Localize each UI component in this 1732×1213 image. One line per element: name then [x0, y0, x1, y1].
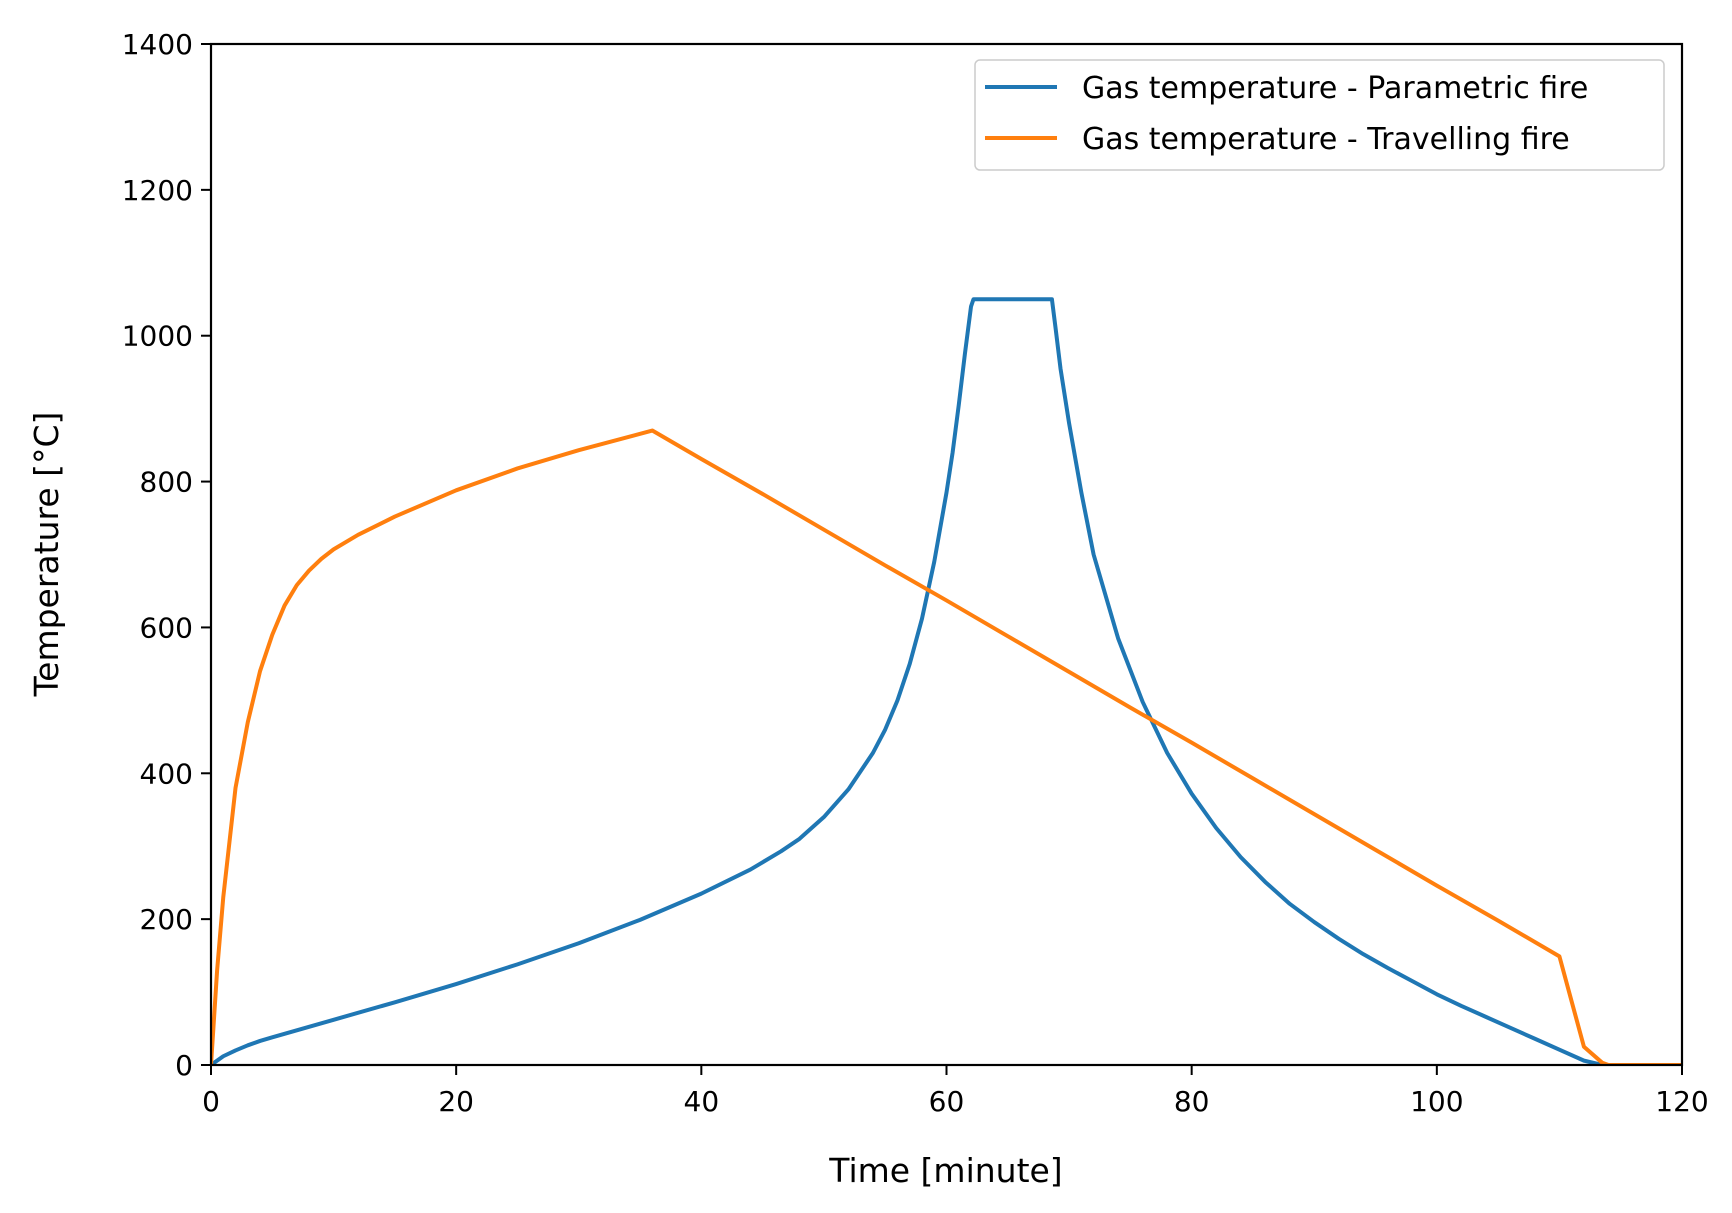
series-line-travelling	[211, 428, 1682, 1065]
legend-label-parametric: Gas temperature - Parametric fire	[1082, 71, 1588, 106]
y-tick-label: 400	[140, 757, 193, 790]
x-axis: 0 20 40 60 80 100 120	[202, 1065, 1709, 1118]
x-tick-label: 20	[438, 1085, 474, 1118]
x-tick-label: 80	[1174, 1085, 1210, 1118]
y-tick-label: 1000	[122, 320, 193, 353]
y-tick-label: 0	[175, 1049, 193, 1082]
x-tick-label: 0	[202, 1085, 220, 1118]
plot-area-frame	[209, 42, 1684, 1067]
series-line-parametric	[211, 297, 1682, 1065]
x-tick-label: 40	[684, 1085, 720, 1118]
series-layer	[211, 297, 1682, 1065]
x-tick-label: 100	[1410, 1085, 1463, 1118]
x-axis-label: Time [minute]	[828, 1151, 1062, 1190]
x-tick-label: 120	[1655, 1085, 1708, 1118]
y-tick-label: 1200	[122, 174, 193, 207]
y-axis: 0 200 400 600 800 1000 1200 1400	[122, 28, 211, 1082]
x-tick-label: 60	[929, 1085, 965, 1118]
y-tick-label: 600	[140, 611, 193, 644]
y-tick-label: 800	[140, 466, 193, 499]
legend-frame	[974, 59, 1665, 171]
y-tick-label: 200	[140, 903, 193, 936]
y-tick-label: 1400	[122, 28, 193, 61]
y-axis-label: Temperature [°C]	[27, 412, 66, 698]
legend-label-travelling: Gas temperature - Travelling fire	[1082, 122, 1570, 157]
legend: Gas temperature - Parametric fire Gas te…	[974, 59, 1665, 171]
